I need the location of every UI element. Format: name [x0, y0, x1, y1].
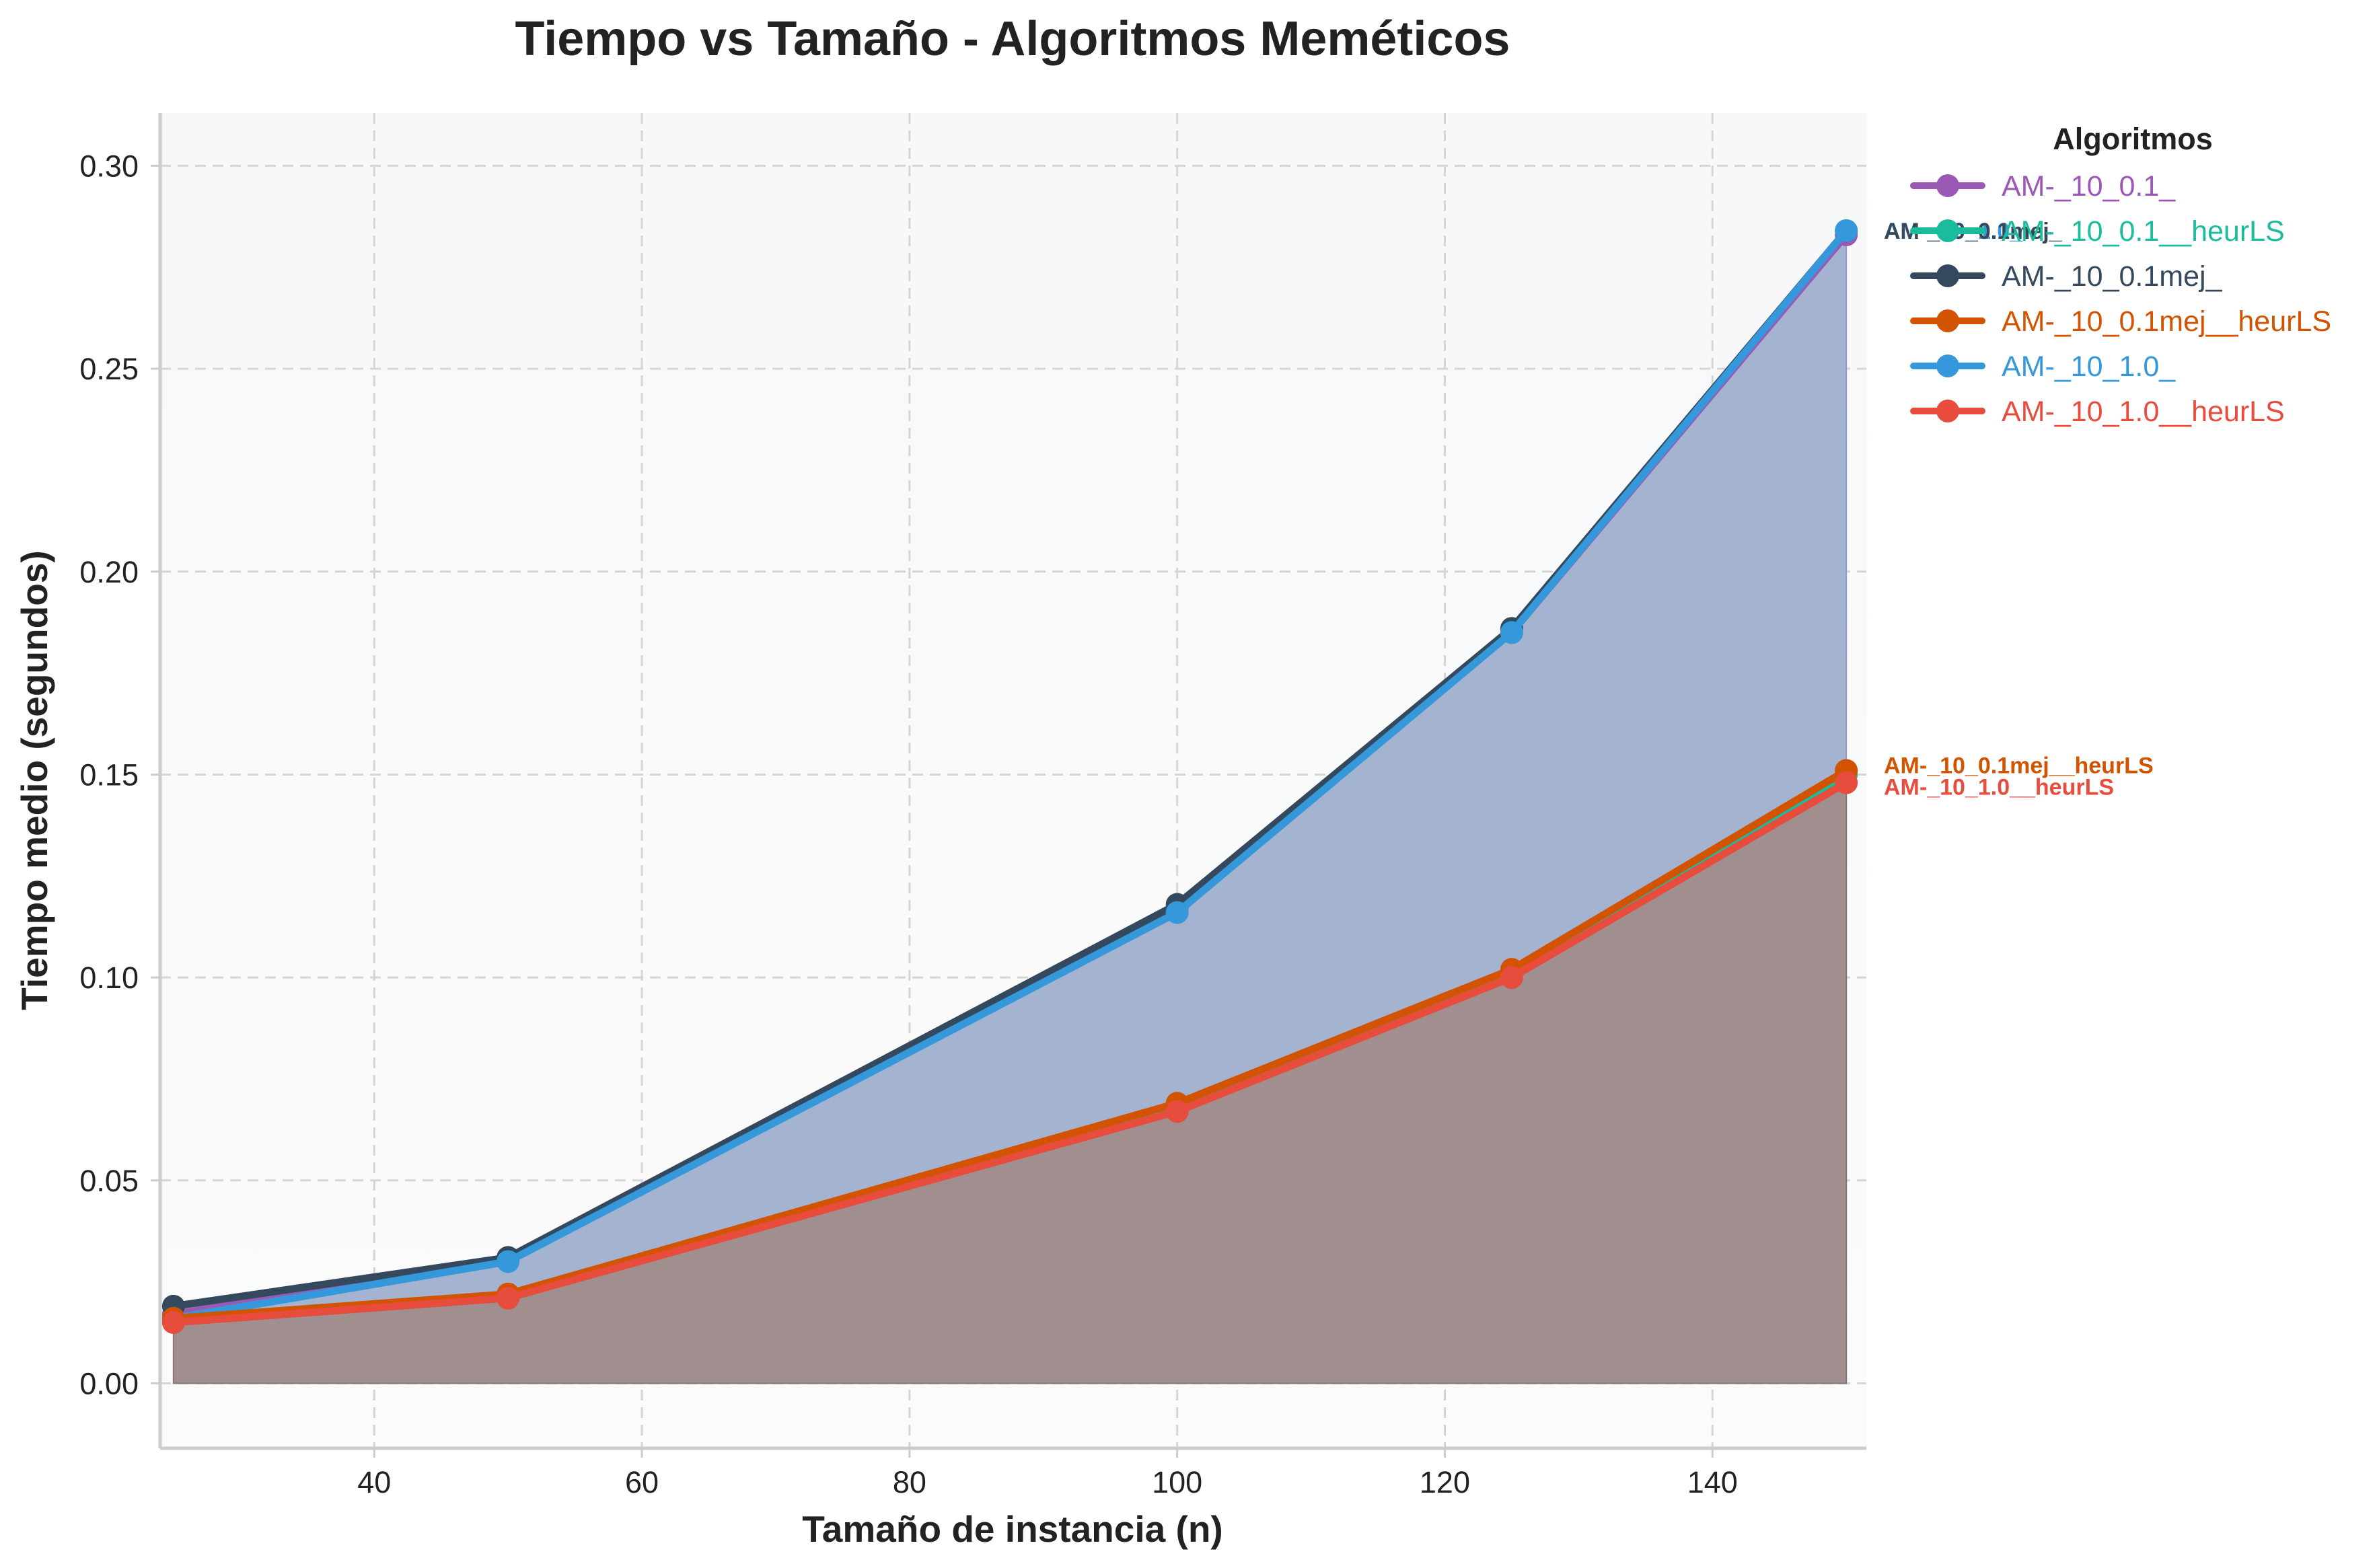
data-point — [1835, 771, 1858, 794]
y-tick-label: 0.20 — [79, 555, 139, 589]
legend-marker — [1936, 264, 1959, 287]
series-end-label: AM-_10_0.1mej__heurLS — [1884, 753, 2154, 778]
y-axis-label: Tiempo medio (segundos) — [13, 550, 55, 1010]
legend-entry-label: AM-_10_1.0_ — [2002, 350, 2176, 383]
y-tick-label: 0.00 — [79, 1366, 139, 1401]
y-tick-label: 0.15 — [79, 757, 139, 792]
legend-marker — [1936, 354, 1959, 377]
data-point — [497, 1250, 520, 1273]
legend-title: Algoritmos — [2053, 122, 2213, 156]
y-tick-label: 0.30 — [79, 149, 139, 183]
y-tick-label: 0.10 — [79, 961, 139, 995]
legend-entry-label: AM-_10_0.1_ — [2002, 170, 2176, 202]
legend-entry-label: AM-_10_0.1mej_ — [2002, 260, 2223, 293]
data-point — [1835, 219, 1858, 242]
series-end-label: AM-_10_1.0__heurLS — [1884, 775, 2114, 800]
x-axis-label: Tamaño de instancia (n) — [802, 1508, 1222, 1550]
x-tick-label: 120 — [1420, 1465, 1470, 1499]
data-point — [497, 1286, 520, 1310]
data-point — [1165, 901, 1189, 924]
legend: Algoritmos AM-_10_0.1_ AM-_10_0.1__heurLS… — [1910, 122, 2331, 428]
legend-marker — [1936, 174, 1959, 197]
y-tick-label: 0.25 — [79, 352, 139, 386]
legend-marker — [1936, 219, 1959, 242]
data-point — [1500, 621, 1523, 644]
legend-entry-label: AM-_10_1.0__heurLS — [2002, 396, 2285, 428]
y-tick-label: 0.05 — [79, 1164, 139, 1198]
legend-entry-label: AM-_10_0.1mej__heurLS — [2002, 305, 2331, 338]
legend-entry-label: AM-_10_0.1__heurLS — [2002, 215, 2285, 248]
x-tick-label: 140 — [1687, 1465, 1738, 1499]
x-tick-label: 80 — [893, 1465, 926, 1499]
x-tick-label: 60 — [625, 1465, 659, 1499]
data-point — [161, 1310, 185, 1334]
legend-marker — [1936, 309, 1959, 332]
x-tick-label: 40 — [357, 1465, 391, 1499]
tick-labels: 40 60 80 100 120 140 0.00 0.05 0.10 0.15 0.20 0.25 0… — [79, 149, 1737, 1499]
data-point — [1165, 1100, 1189, 1123]
series-lines — [161, 219, 1858, 1334]
x-tick-label: 100 — [1152, 1465, 1202, 1499]
axes — [158, 113, 1866, 1450]
data-point — [1500, 966, 1523, 990]
legend-marker — [1936, 400, 1959, 422]
chart-title: Tiempo vs Tamaño - Algoritmos Meméticos — [515, 12, 1510, 66]
